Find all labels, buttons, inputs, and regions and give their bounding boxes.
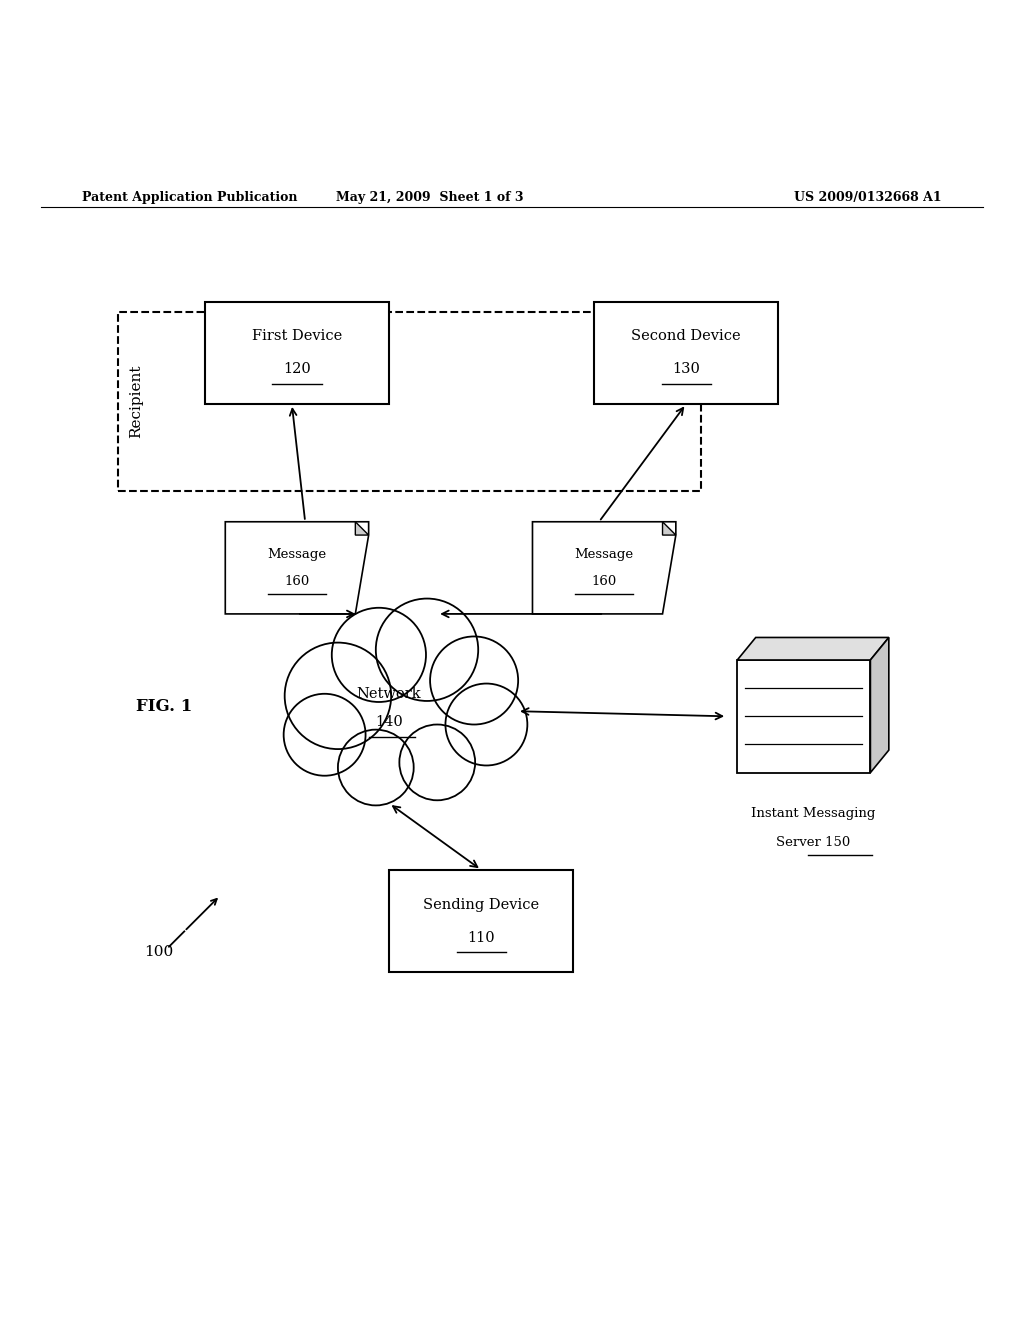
Text: Sending Device: Sending Device xyxy=(423,898,540,912)
Circle shape xyxy=(430,636,518,725)
Polygon shape xyxy=(225,521,369,614)
Text: US 2009/0132668 A1: US 2009/0132668 A1 xyxy=(795,190,942,203)
Circle shape xyxy=(376,598,478,701)
Text: Recipient: Recipient xyxy=(129,364,143,438)
FancyBboxPatch shape xyxy=(205,301,389,404)
Circle shape xyxy=(445,684,527,766)
Polygon shape xyxy=(355,521,369,535)
Text: First Device: First Device xyxy=(252,330,342,343)
Circle shape xyxy=(399,725,475,800)
Text: 160: 160 xyxy=(285,574,309,587)
Text: 110: 110 xyxy=(468,931,495,945)
Text: Patent Application Publication: Patent Application Publication xyxy=(82,190,297,203)
Text: Second Device: Second Device xyxy=(631,330,741,343)
Text: Network: Network xyxy=(356,686,422,701)
FancyBboxPatch shape xyxy=(389,870,573,973)
Circle shape xyxy=(285,643,391,748)
Text: Message: Message xyxy=(267,548,327,561)
Circle shape xyxy=(284,694,366,776)
Polygon shape xyxy=(870,638,889,772)
Circle shape xyxy=(332,607,426,702)
Text: 120: 120 xyxy=(283,362,311,376)
Text: Instant Messaging: Instant Messaging xyxy=(751,807,876,820)
FancyBboxPatch shape xyxy=(737,660,870,772)
Circle shape xyxy=(338,730,414,805)
Text: Message: Message xyxy=(574,548,634,561)
Text: FIG. 1: FIG. 1 xyxy=(136,697,191,714)
FancyBboxPatch shape xyxy=(594,301,778,404)
Polygon shape xyxy=(663,521,676,535)
Text: May 21, 2009  Sheet 1 of 3: May 21, 2009 Sheet 1 of 3 xyxy=(336,190,524,203)
Text: 100: 100 xyxy=(144,945,173,958)
Text: 160: 160 xyxy=(592,574,616,587)
Text: 130: 130 xyxy=(672,362,700,376)
Polygon shape xyxy=(737,638,889,660)
Text: Server 150: Server 150 xyxy=(776,836,850,849)
Text: 140: 140 xyxy=(375,715,403,730)
Polygon shape xyxy=(532,521,676,614)
